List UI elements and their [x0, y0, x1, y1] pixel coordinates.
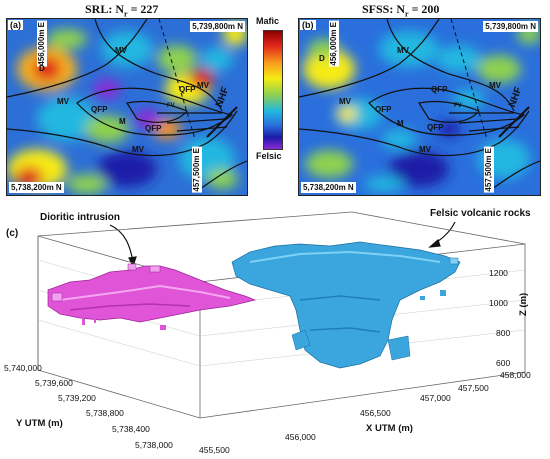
colorbar-bottom-label: Felsic [256, 151, 282, 161]
unit-label-mv: MV [132, 145, 144, 154]
x-tick: 458,000 [500, 370, 531, 380]
panel-a-title-text: SRL: N [85, 2, 125, 16]
unit-label-mv: MV [57, 97, 69, 106]
unit-label-qfp: QFP [91, 105, 108, 114]
unit-label-m: M [397, 119, 404, 128]
colorbar-top-label: Mafic [256, 16, 280, 26]
annotation-felsic-volcanic-rocks: Felsic volcanic rocks [430, 208, 531, 219]
unit-label-mv: MV [489, 81, 501, 90]
panel-b-corner-ne: 5,739,800m N [483, 21, 538, 32]
z-tick-1200: 1200 [489, 268, 508, 278]
x-tick: 456,000 [285, 432, 316, 442]
z-tick-800: 800 [496, 328, 511, 338]
unit-label-qfp: QFP [145, 124, 162, 133]
felsic-volcanic-body [231, 241, 461, 369]
z-tick-1000: 1000 [489, 298, 508, 308]
unit-label-m: M [119, 117, 126, 126]
y-tick: 5,740,000 [4, 363, 42, 373]
panel-b-label: (b) [300, 20, 316, 30]
unit-label-mv: MV [339, 97, 351, 106]
panel-a-title: SRL: Nr = 227 [85, 2, 158, 18]
unit-label-fv: FV [454, 103, 462, 109]
y-tick: 5,738,400 [112, 424, 150, 434]
x-tick: 457,500 [458, 383, 489, 393]
panel-a-corner-ne: 5,739,800m N [190, 21, 245, 32]
panel-a-label: (a) [8, 20, 23, 30]
y-tick: 5,739,200 [58, 393, 96, 403]
unit-label-d: D [319, 54, 325, 63]
y-tick: 5,738,000 [135, 440, 173, 450]
panel-a-corner-sw: 5,738,200m N [9, 182, 64, 193]
unit-label-qfp: QFP [375, 105, 392, 114]
unit-label-mv: MV [115, 46, 127, 55]
dioritic-intrusion-body [47, 263, 257, 330]
annotation-dioritic-intrusion: Dioritic intrusion [40, 212, 120, 223]
z-axis-label: Z (m) [518, 292, 529, 316]
panel-c-label: (c) [6, 228, 19, 239]
panel-a-title-rest: = 227 [127, 2, 159, 16]
unit-label-fv: FV [167, 103, 175, 109]
unit-label-mv: MV [197, 81, 209, 90]
x-tick: 456,500 [360, 408, 391, 418]
x-tick: 455,500 [199, 445, 230, 455]
panel-b-corner-sw: 5,738,200m N [301, 182, 356, 193]
colorbar [263, 30, 283, 150]
unit-label-mv: MV [397, 46, 409, 55]
x-tick: 457,000 [420, 393, 451, 403]
panel-b-title: SFSS: Nr = 200 [362, 2, 439, 18]
y-tick: 5,738,800 [86, 408, 124, 418]
unit-label-qfp: QFP [431, 85, 448, 94]
unit-label-d: D [39, 64, 45, 73]
z-tick-600: 600 [496, 358, 511, 368]
sfss-heatmap [299, 19, 540, 195]
panel-b-title-text: SFSS: N [362, 2, 406, 16]
x-axis-label: X UTM (m) [366, 423, 413, 434]
unit-label-mv: MV [419, 145, 431, 154]
panel-b-title-rest: = 200 [408, 2, 440, 16]
map-panel-b: (b) 5,739,800m N 5,738,200m N 456,000m E… [298, 18, 541, 196]
unit-label-qfp: QFP [427, 123, 444, 132]
unit-label-qfp: QFP [179, 85, 196, 94]
y-tick: 5,739,600 [35, 378, 73, 388]
y-axis-label: Y UTM (m) [16, 418, 63, 429]
panel-b-title-sub: r [405, 9, 409, 19]
map-panel-a: (a) 5,739,800m N 5,738,200m N 456,000m E… [6, 18, 248, 196]
srl-heatmap [7, 19, 247, 195]
panel-a-title-sub: r [124, 9, 128, 19]
